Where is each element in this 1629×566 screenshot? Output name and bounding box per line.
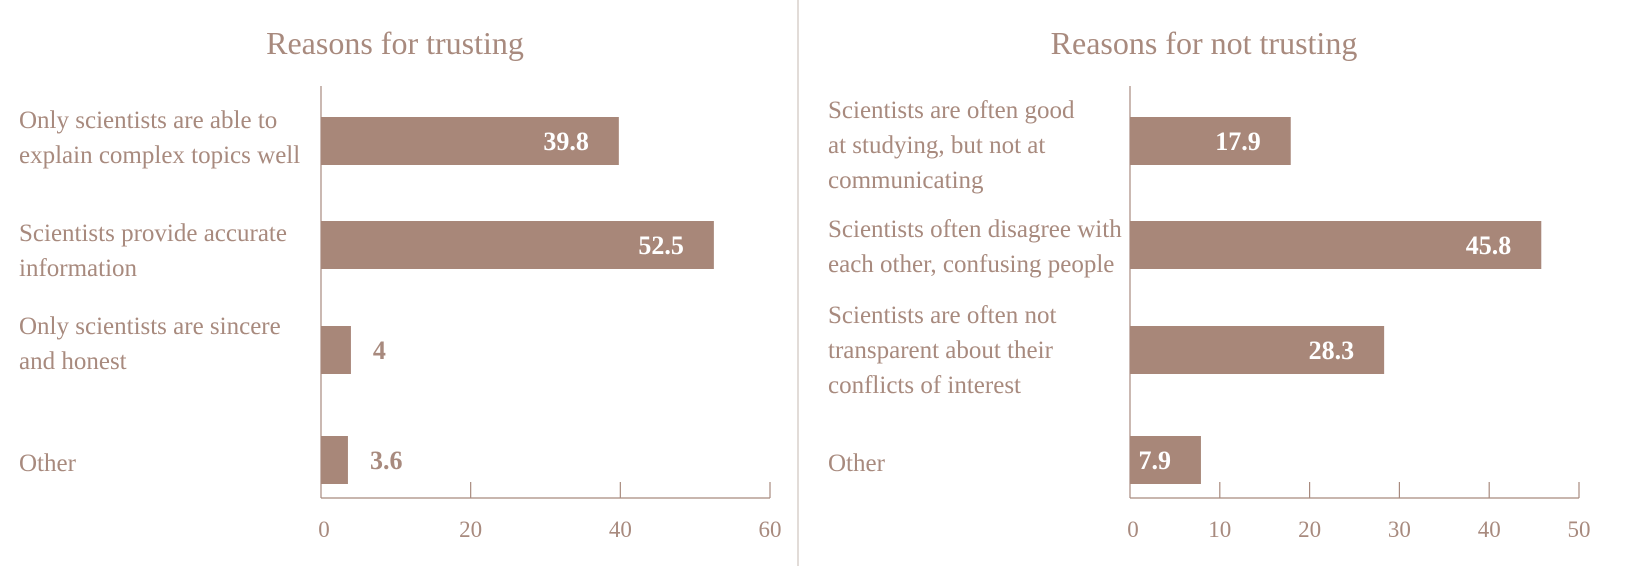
x-tick-label: 10 (1208, 517, 1231, 542)
bar-value-label: 17.9 (1215, 127, 1261, 156)
chart-title: Reasons for trusting (266, 25, 524, 61)
bar-value-label: 3.6 (370, 446, 403, 475)
chart-panel-2: Reasons for not trusting 0 10 20 30 40 50 17.9 S… (828, 25, 1591, 542)
x-tick-label: 30 (1388, 517, 1411, 542)
bar-4 (321, 436, 348, 484)
x-tick-label: 0 (318, 517, 330, 542)
x-tick-label: 60 (759, 517, 782, 542)
x-tick-label: 0 (1127, 517, 1139, 542)
category-label: Other (19, 450, 77, 477)
category-label-line: Scientists often disagree with (828, 216, 1122, 243)
bar-1 (1130, 117, 1291, 165)
bar-value-label: 39.8 (543, 127, 589, 156)
chart-panel-1: Reasons for trusting 0 20 40 60 39.8 Only scie… (19, 25, 782, 542)
category-label: Only scientists are sincere and honest (19, 313, 281, 375)
bar-value-label: 7.9 (1138, 446, 1171, 475)
category-label-line: Other (828, 450, 886, 477)
category-label-line: communicating (828, 167, 984, 194)
category-label: Scientists are often good at studying, bu… (828, 97, 1075, 194)
x-tick-label: 40 (609, 517, 632, 542)
x-tick-label: 50 (1568, 517, 1591, 542)
category-label-line: each other, confusing people (828, 251, 1114, 278)
bar-value-label: 28.3 (1309, 336, 1355, 365)
category-label: Scientists provide accurate information (19, 220, 287, 282)
category-label-line: Scientists provide accurate (19, 220, 287, 247)
bar-3 (321, 326, 351, 374)
bar-value-label: 52.5 (638, 231, 684, 260)
bar-1 (321, 117, 619, 165)
category-label-line: conflicts of interest (828, 372, 1021, 399)
category-label-line: explain complex topics well (19, 142, 300, 169)
x-tick-label: 20 (459, 517, 482, 542)
bar-4 (1130, 436, 1201, 484)
category-label-line: Other (19, 450, 77, 477)
bar-3 (1130, 326, 1385, 374)
category-label-line: Only scientists are sincere (19, 313, 281, 340)
category-label: Scientists often disagree with each other… (828, 216, 1122, 278)
category-label-line: and honest (19, 348, 127, 375)
bar-2 (321, 221, 714, 269)
category-label-line: Scientists are often not (828, 302, 1056, 329)
category-label: Only scientists are able to explain compl… (19, 107, 300, 169)
bar-value-label: 4 (373, 336, 386, 365)
x-tick-label: 40 (1478, 517, 1501, 542)
category-label-line: at studying, but not at (828, 132, 1045, 159)
category-label-line: Scientists are often good (828, 97, 1075, 124)
x-tick-label: 20 (1298, 517, 1321, 542)
bar-2 (1130, 221, 1542, 269)
category-label: Scientists are often not transparent abou… (828, 302, 1056, 399)
bar-value-label: 45.8 (1466, 231, 1512, 260)
category-label: Other (828, 450, 886, 477)
category-label-line: information (19, 255, 138, 282)
chart-title: Reasons for not trusting (1051, 25, 1358, 61)
category-label-line: Only scientists are able to (19, 107, 277, 134)
category-label-line: transparent about their (828, 337, 1054, 364)
